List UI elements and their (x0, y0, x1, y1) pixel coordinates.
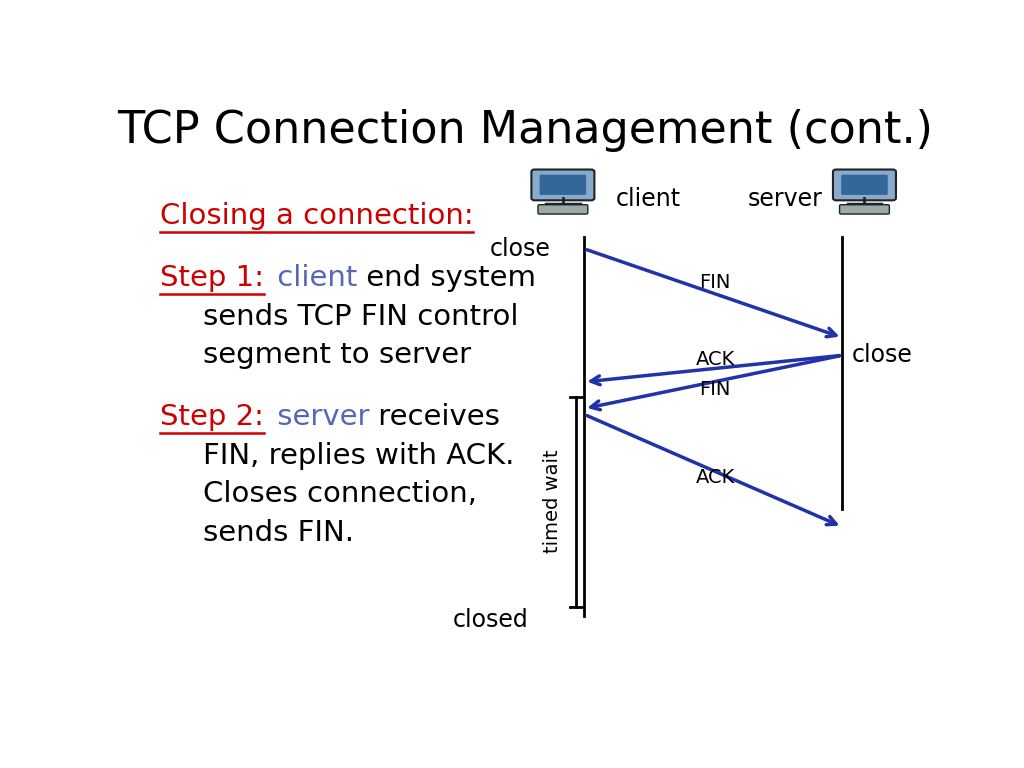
FancyBboxPatch shape (840, 205, 890, 214)
FancyBboxPatch shape (833, 170, 896, 200)
Text: ACK: ACK (695, 468, 735, 487)
Text: end system: end system (357, 264, 537, 293)
Text: ACK: ACK (695, 350, 735, 369)
FancyBboxPatch shape (540, 174, 586, 195)
Text: close: close (852, 343, 912, 367)
Text: Closing a connection:: Closing a connection: (160, 202, 473, 230)
Text: client: client (616, 187, 681, 210)
Text: closed: closed (453, 608, 528, 632)
FancyBboxPatch shape (531, 170, 594, 200)
Text: segment to server: segment to server (204, 341, 471, 369)
Text: server: server (748, 187, 822, 210)
FancyBboxPatch shape (841, 174, 888, 195)
Text: TCP Connection Management (cont.): TCP Connection Management (cont.) (117, 109, 933, 152)
Text: Closes connection,: Closes connection, (204, 480, 477, 508)
FancyBboxPatch shape (538, 205, 588, 214)
Text: sends FIN.: sends FIN. (204, 518, 354, 547)
Text: sends TCP FIN control: sends TCP FIN control (204, 303, 519, 331)
Text: Step 1:: Step 1: (160, 264, 264, 293)
Text: timed wait: timed wait (543, 450, 562, 554)
Text: FIN, replies with ACK.: FIN, replies with ACK. (204, 442, 515, 470)
Text: server: server (267, 403, 369, 432)
Text: receives: receives (369, 403, 500, 432)
Text: client: client (267, 264, 357, 293)
Text: close: close (490, 237, 551, 261)
Text: Step 2:: Step 2: (160, 403, 263, 432)
Text: FIN: FIN (699, 273, 731, 292)
Text: FIN: FIN (699, 379, 731, 399)
